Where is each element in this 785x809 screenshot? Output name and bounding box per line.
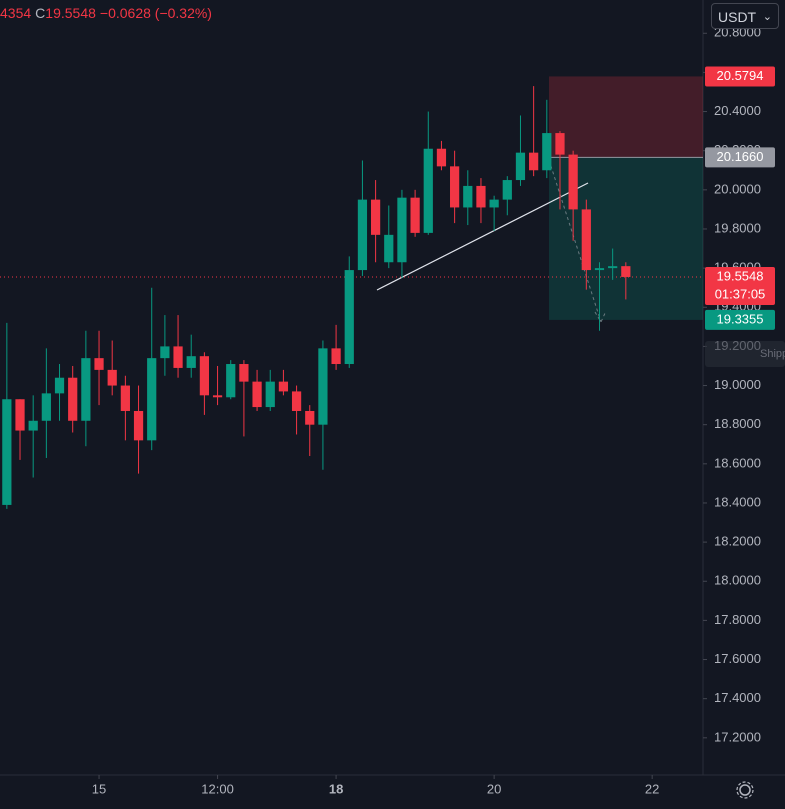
y-tick-label: 17.2000	[714, 729, 761, 744]
candle-body	[594, 268, 605, 271]
candle-body	[54, 377, 65, 394]
y-tick-label: 18.6000	[714, 455, 761, 470]
stop-zone	[549, 76, 703, 158]
candle-body	[68, 377, 78, 421]
close-value: 19.5548	[45, 5, 96, 21]
candle-body	[410, 197, 420, 233]
candle-body	[2, 399, 12, 505]
candle-body	[265, 381, 275, 408]
price-label: 20.1660	[717, 149, 764, 164]
candle-body	[226, 364, 236, 398]
y-tick-label: 20.4000	[714, 103, 761, 118]
candle-body	[568, 154, 578, 210]
y-tick-label: 19.0000	[714, 377, 761, 392]
candle-body	[476, 185, 486, 208]
trend-line	[376, 182, 589, 291]
candle-body	[252, 381, 262, 408]
price-label-bg	[705, 147, 775, 168]
candle-body	[199, 356, 210, 396]
currency-select[interactable]: USDT ⌄	[711, 3, 779, 29]
candle-body	[608, 266, 618, 269]
candle-body	[278, 381, 289, 392]
x-tick-label: 22	[645, 781, 659, 796]
candle-body	[94, 358, 104, 370]
y-tick-label: 17.8000	[714, 612, 761, 627]
candle-body	[212, 395, 223, 398]
price-label-bg	[705, 266, 775, 305]
candle-body	[133, 410, 144, 441]
candle-body	[450, 166, 460, 208]
candle-body	[28, 420, 38, 431]
candle-body	[384, 234, 394, 263]
price-label: 20.5794	[717, 68, 764, 83]
candle-body	[81, 358, 91, 421]
candle-body	[344, 270, 354, 365]
candle-body	[186, 356, 196, 368]
ohlc-header: 4354 C19.5548 −0.0628 (−0.32%)	[0, 5, 216, 21]
y-tick-label: 18.0000	[714, 573, 761, 588]
x-tick-label: 12:00	[201, 781, 234, 796]
y-tick-label: 17.4000	[714, 690, 761, 705]
candle-body	[147, 358, 157, 441]
candle-body	[555, 133, 565, 155]
candle-body	[15, 399, 25, 431]
price-label: 19.5548	[717, 268, 764, 283]
candle-body	[107, 369, 117, 386]
y-tick-label: 20.0000	[714, 181, 761, 196]
change: −0.0628 (−0.32%)	[99, 5, 212, 21]
open-fragment: 4354	[0, 5, 32, 21]
y-tick-label: 18.4000	[714, 494, 761, 509]
close-label: C	[35, 5, 46, 21]
candle-body	[291, 391, 302, 411]
x-tick-label: 18	[329, 781, 343, 796]
projection-arrow	[548, 159, 607, 324]
y-tick-label: 19.8000	[714, 220, 761, 235]
price-label-bg	[705, 309, 775, 330]
candle-body	[305, 410, 315, 425]
candle-body	[621, 266, 631, 277]
candle-body	[41, 393, 51, 421]
badge-bg	[705, 341, 785, 367]
price-label-bg	[705, 66, 775, 87]
candle-body	[463, 185, 473, 208]
candle-body	[502, 180, 512, 200]
price-label: 19.3355	[717, 311, 764, 326]
candle-body	[515, 152, 526, 181]
candle-body	[331, 348, 341, 365]
candle-body	[581, 209, 591, 271]
candle-body	[357, 199, 368, 271]
candle-body	[370, 199, 381, 235]
candle-body	[318, 348, 328, 425]
settings-icon[interactable]	[736, 781, 754, 799]
candle-body	[160, 346, 170, 359]
candle-body	[489, 199, 499, 208]
candle-body	[436, 148, 447, 167]
y-tick-label: 18.8000	[714, 416, 761, 431]
candle-body	[239, 364, 249, 382]
candle-body	[397, 197, 407, 263]
countdown: 01:37:05	[715, 286, 766, 301]
candle-body	[173, 346, 183, 368]
y-tick-label: 18.2000	[714, 534, 761, 549]
y-tick-label: 17.6000	[714, 651, 761, 666]
x-tick-label: 15	[92, 781, 106, 796]
candle-body	[423, 148, 433, 233]
badge: Shipp	[760, 348, 785, 360]
x-tick-label: 20	[487, 781, 501, 796]
candle-body	[529, 152, 539, 171]
candle-body	[542, 133, 552, 171]
candle-body	[120, 385, 130, 411]
currency: USDT	[718, 9, 757, 25]
